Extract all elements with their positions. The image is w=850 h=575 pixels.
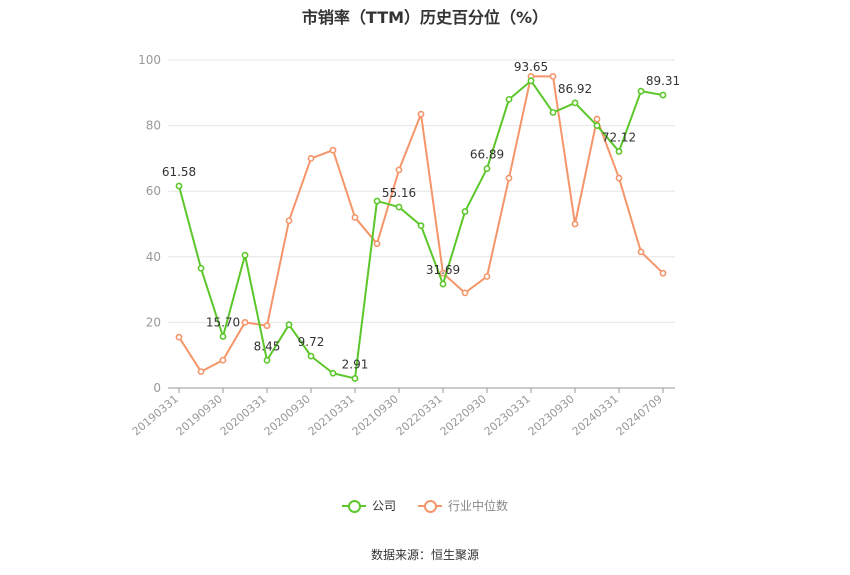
data-label: 31.69 [426, 263, 460, 277]
data-point-industry [373, 240, 381, 248]
data-label: 15.70 [206, 316, 240, 330]
data-point-industry [615, 174, 623, 182]
data-point-company [417, 222, 425, 230]
data-point-industry [549, 73, 557, 80]
data-label: 55.16 [382, 186, 416, 200]
data-point-company [571, 99, 579, 107]
x-tick-label: 20200331 [218, 392, 269, 438]
x-tick-label: 20230930 [526, 392, 577, 438]
data-label: 61.58 [162, 165, 196, 179]
data-point-industry [637, 248, 645, 256]
data-label: 86.92 [558, 82, 592, 96]
y-tick-label: 40 [146, 250, 161, 264]
data-labels: 61.58 15.70 8.45 9.72 2.91 55.16 31.69 66.89 93.… [162, 60, 680, 372]
chart-title: 市销率（TTM）历史百分位（%） [301, 8, 549, 27]
data-point-company [241, 251, 249, 259]
x-tick-label: 20210331 [306, 392, 357, 438]
data-point-company [351, 375, 359, 382]
data-point-company [395, 203, 403, 211]
legend: 公司 行业中位数 [0, 497, 850, 514]
data-point-company [461, 208, 469, 215]
data-point-industry [571, 220, 579, 228]
data-point-company [373, 197, 381, 205]
series-lines [175, 73, 667, 382]
data-point-company [659, 91, 667, 99]
data-label: 93.65 [514, 60, 548, 74]
data-point-company [439, 280, 447, 288]
legend-industry-label: 行业中位数 [448, 499, 509, 513]
data-point-company [483, 165, 491, 173]
data-point-company [527, 77, 535, 85]
data-point-industry [197, 368, 205, 375]
data-point-company [549, 109, 557, 116]
x-tick-label: 20230331 [482, 392, 533, 438]
data-point-company [615, 148, 623, 155]
data-label: 72.12 [602, 130, 636, 144]
data-point-company [307, 352, 315, 360]
data-point-industry [329, 146, 337, 154]
data-point-industry [461, 289, 469, 297]
x-tick-label: 20240709 [614, 392, 665, 438]
legend-item-company[interactable]: 公司 [341, 497, 396, 514]
y-tick-label: 0 [153, 381, 161, 395]
x-tick-label: 20220331 [394, 392, 445, 438]
data-point-company [219, 333, 227, 340]
data-point-industry [593, 115, 601, 123]
data-point-company [637, 87, 645, 95]
data-point-industry [241, 318, 249, 326]
legend-company-label: 公司 [371, 499, 396, 513]
legend-item-industry[interactable]: 行业中位数 [418, 497, 508, 514]
data-label: 8.45 [254, 339, 281, 353]
y-tick-label: 20 [146, 315, 161, 329]
data-point-company [505, 95, 513, 103]
grid-lines [168, 59, 675, 323]
data-label: 66.89 [470, 148, 504, 162]
data-point-company [263, 356, 271, 364]
data-point-industry [351, 214, 359, 221]
y-tick-label: 60 [146, 184, 161, 198]
data-point-industry [659, 269, 667, 277]
axes: 0 20 40 60 80 100 2019033120190930202003312020… [130, 53, 675, 438]
data-label: 89.31 [646, 74, 680, 88]
x-tick-label: 20190930 [174, 392, 225, 438]
data-point-company [175, 182, 183, 190]
data-point-industry [175, 333, 183, 341]
data-label: 2.91 [342, 357, 369, 371]
data-label: 9.72 [298, 335, 325, 349]
data-point-industry [285, 217, 293, 225]
data-point-company [593, 122, 601, 129]
data-point-industry [307, 154, 315, 162]
y-tick-label: 80 [146, 119, 161, 133]
y-tick-label: 100 [138, 53, 161, 67]
x-tick-label: 20190331 [130, 392, 181, 438]
x-tick-label: 20200930 [262, 392, 313, 438]
data-point-industry [505, 174, 513, 182]
data-point-industry [219, 356, 227, 364]
data-source: 数据来源：恒生聚源 [370, 548, 479, 562]
data-point-company [197, 264, 205, 272]
data-point-company [285, 321, 293, 329]
legend-industry-marker [418, 499, 442, 513]
data-point-industry [483, 273, 491, 280]
data-point-industry [263, 322, 271, 330]
data-point-industry [395, 166, 403, 174]
legend-company-marker [341, 499, 366, 513]
data-point-company [329, 369, 337, 377]
x-tick-label: 20210930 [350, 392, 401, 438]
data-point-industry [417, 110, 425, 118]
x-tick-label: 20240331 [570, 392, 621, 438]
x-tick-label: 20220930 [438, 392, 489, 438]
